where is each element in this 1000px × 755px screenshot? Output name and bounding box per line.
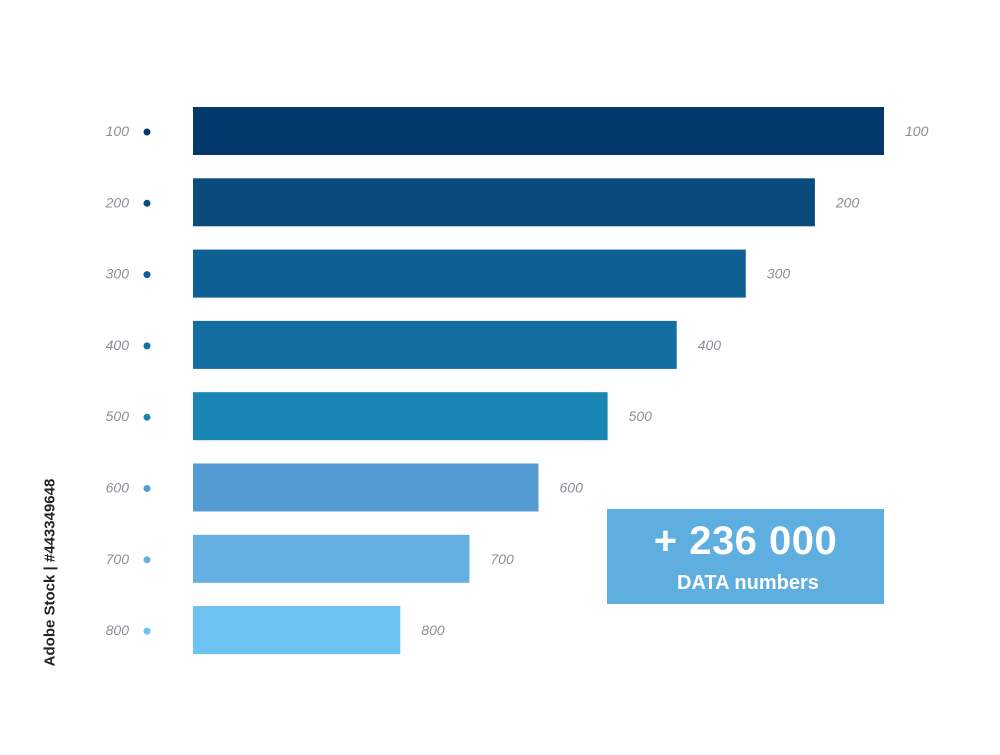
category-label: 600 (106, 480, 130, 496)
category-label: 100 (106, 123, 130, 139)
bar (193, 107, 884, 155)
category-label: 800 (106, 622, 130, 638)
value-label: 800 (421, 622, 445, 638)
category-dot (143, 413, 151, 421)
category-dot (143, 199, 151, 207)
category-dot (143, 128, 151, 136)
category-label: 300 (106, 266, 130, 282)
value-label: 700 (490, 551, 514, 567)
category-dot (143, 485, 151, 492)
watermark-text: Adobe Stock | #443349648 (10, 479, 58, 667)
value-label: 200 (835, 194, 860, 210)
value-label: 600 (560, 480, 584, 496)
value-label: 100 (905, 123, 929, 139)
category-dot (143, 342, 151, 350)
bar (193, 392, 608, 441)
category-label: 200 (105, 194, 130, 210)
bar (193, 534, 470, 583)
bar (193, 463, 539, 512)
value-label: 500 (629, 408, 653, 424)
category-dot (143, 627, 151, 635)
bar (193, 606, 401, 655)
category-label: 700 (106, 551, 130, 567)
bar (193, 249, 746, 298)
callout-headline: + 236 000 (653, 519, 838, 563)
bar (193, 320, 677, 369)
callout-box: + 236 000 DATA numbers (607, 509, 884, 604)
bar (193, 178, 815, 227)
callout-subtext: DATA numbers (677, 572, 819, 594)
watermark-label: Adobe Stock | #443349648 (41, 478, 59, 667)
category-dot (143, 271, 151, 279)
category-dot (143, 556, 151, 564)
value-label: 400 (698, 337, 722, 353)
value-label: 300 (767, 266, 791, 282)
category-label: 500 (106, 408, 130, 424)
category-label: 400 (106, 337, 130, 353)
